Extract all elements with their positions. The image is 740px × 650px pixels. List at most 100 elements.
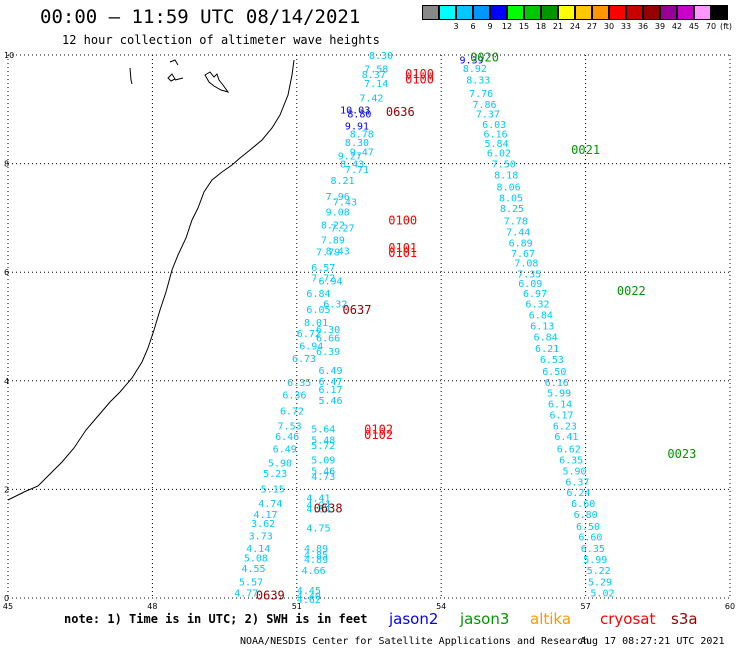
colorbar-swatch xyxy=(677,5,694,20)
credit-text: NOAA/NESDIS Center for Satellite Applica… xyxy=(240,636,590,647)
wave-height-value: 6.14 xyxy=(548,400,572,411)
lon-tick-label: 54 xyxy=(436,602,446,610)
legend-altika: altika xyxy=(530,610,572,628)
wave-height-value: 6.32 xyxy=(323,300,347,311)
wave-height-value: 4.85 xyxy=(304,551,328,562)
wave-height-value: 7.53 xyxy=(278,421,302,432)
wave-height-value: 8.43 xyxy=(340,160,364,171)
colorbar-tick-label: 45 xyxy=(688,22,700,31)
wave-height-value: 5.09 xyxy=(311,456,335,467)
wave-height-value: 5.02 xyxy=(590,589,614,600)
wave-height-value: 6.16 xyxy=(484,130,508,141)
wave-height-value: 6.13 xyxy=(530,321,554,332)
wave-height-value: 9.27 xyxy=(338,151,362,162)
lon-tick-label: 57 xyxy=(581,602,591,610)
wave-height-value: 8.37 xyxy=(362,70,386,81)
wave-height-value: 6.94 xyxy=(299,342,323,353)
wave-height-value: 5.90 xyxy=(268,458,292,469)
wave-height-value: 4.45 xyxy=(297,586,321,597)
wave-height-value: 7.43 xyxy=(333,198,357,209)
wave-height-value: 7.35 xyxy=(517,269,541,280)
pass-time-label: 0102 xyxy=(364,428,393,442)
legend-jason2: jason2 xyxy=(389,610,439,628)
colorbar-tick-label: 9 xyxy=(487,22,493,31)
wave-height-value: 9.39 xyxy=(459,55,483,66)
wave-height-value: 6.66 xyxy=(316,333,340,344)
wave-height-value: 7.42 xyxy=(359,93,383,104)
colorbar-swatch xyxy=(507,5,524,20)
lat-tick-label: 4 xyxy=(4,377,9,386)
wave-height-value: 4.40 xyxy=(297,591,321,602)
wave-height-value: 3.62 xyxy=(251,519,275,530)
wave-height-value: 6.60 xyxy=(578,533,602,544)
wave-height-value: 6.30 xyxy=(316,325,340,336)
wave-height-value: 5.99 xyxy=(583,555,607,566)
legend-cryosat: cryosat xyxy=(600,610,656,628)
pass-time-label: 0100 xyxy=(405,67,434,81)
wave-height-value: 6.47 xyxy=(318,377,342,388)
wave-height-value: 7.50 xyxy=(492,160,516,171)
wave-height-value: 8.01 xyxy=(304,318,328,329)
lon-tick-label: 48 xyxy=(147,602,157,610)
wave-height-value: 4.94 xyxy=(306,501,330,512)
colorbar-tick-label: 12 xyxy=(501,22,513,31)
wave-height-value: 7.14 xyxy=(364,79,388,90)
wave-height-value: 7.72 xyxy=(311,274,335,285)
colorbar-swatch xyxy=(592,5,609,20)
pass-time-label: 0100 xyxy=(388,214,417,228)
colorbar-tick-label: 30 xyxy=(603,22,615,31)
wave-height-value: 6.21 xyxy=(535,344,559,355)
wave-height-value: 6.57 xyxy=(311,263,335,274)
wave-height-value: 6.46 xyxy=(275,432,299,443)
wave-height-value: 6.73 xyxy=(292,354,316,365)
colorbar-tick-label: 27 xyxy=(586,22,598,31)
altimeter-map: 45 48 51 54 57 60 0 2 4 6 8 10 9.398.928.33 7.767.86… xyxy=(3,51,735,610)
lat-tick-label: 0 xyxy=(4,594,9,603)
colorbar-swatch xyxy=(473,5,490,20)
wave-height-value: 6.35 xyxy=(581,544,605,555)
grid-lines xyxy=(7,54,731,599)
pass-time-label: 0637 xyxy=(343,303,372,317)
wave-height-value: 8.18 xyxy=(494,170,518,181)
wave-height-value: 7.37 xyxy=(476,110,500,121)
wave-height-value: 4.84 xyxy=(306,504,330,515)
wave-height-value: 4.55 xyxy=(241,564,265,575)
wave-height-value: 9.91 xyxy=(345,122,369,133)
wave-height-value: 6.05 xyxy=(306,305,330,316)
wave-height-value: 6.89 xyxy=(509,238,533,249)
pass-time-label: 0020 xyxy=(470,51,499,65)
wave-height-value: 8.25 xyxy=(500,204,524,215)
wave-height-value: 4.41 xyxy=(306,494,330,505)
wave-height-value: 5.48 xyxy=(311,435,335,446)
pass-time-label: 0021 xyxy=(571,143,600,157)
colorbar-swatch xyxy=(541,5,558,20)
axis-ticks: 45 48 51 54 57 60 0 2 4 6 8 10 xyxy=(3,51,735,610)
coastline xyxy=(7,59,295,501)
wave-height-value: 4.77 xyxy=(234,589,258,600)
wave-height-value: 6.84 xyxy=(529,311,553,322)
lon-tick-label: 51 xyxy=(292,602,302,610)
wave-height-value: 5.84 xyxy=(485,139,509,150)
wave-height-value: 4.75 xyxy=(306,523,330,534)
colorbar-unit: (ft) xyxy=(719,22,733,31)
colorbar-swatch xyxy=(609,5,626,20)
wave-height-value: 5.90 xyxy=(562,466,586,477)
legend-s3a: s3a xyxy=(671,610,698,628)
wave-height-value: 7.79 xyxy=(316,248,340,259)
map-subtitle: 12 hour collection of altimeter wave hei… xyxy=(62,33,380,47)
wave-height-value: 8.21 xyxy=(330,176,354,187)
pass-time-label: 0639 xyxy=(256,588,285,602)
wave-height-value: 5.08 xyxy=(244,553,268,564)
wave-height-value: 7.71 xyxy=(345,165,369,176)
wave-height-value: 5.15 xyxy=(261,484,285,495)
colorbar-swatch xyxy=(694,5,711,20)
wave-height-value: 7.86 xyxy=(472,100,496,111)
colorbar-swatch xyxy=(660,5,677,20)
wave-height-value: 6.84 xyxy=(534,332,558,343)
wave-height-value: 7.96 xyxy=(326,192,350,203)
colorbar-swatch xyxy=(711,5,728,20)
colorbar-swatch xyxy=(626,5,643,20)
legend-jason3: jason3 xyxy=(460,610,510,628)
wave-height-value: 8.33 xyxy=(466,75,490,86)
wave-height-value: 5.72 xyxy=(311,441,335,452)
